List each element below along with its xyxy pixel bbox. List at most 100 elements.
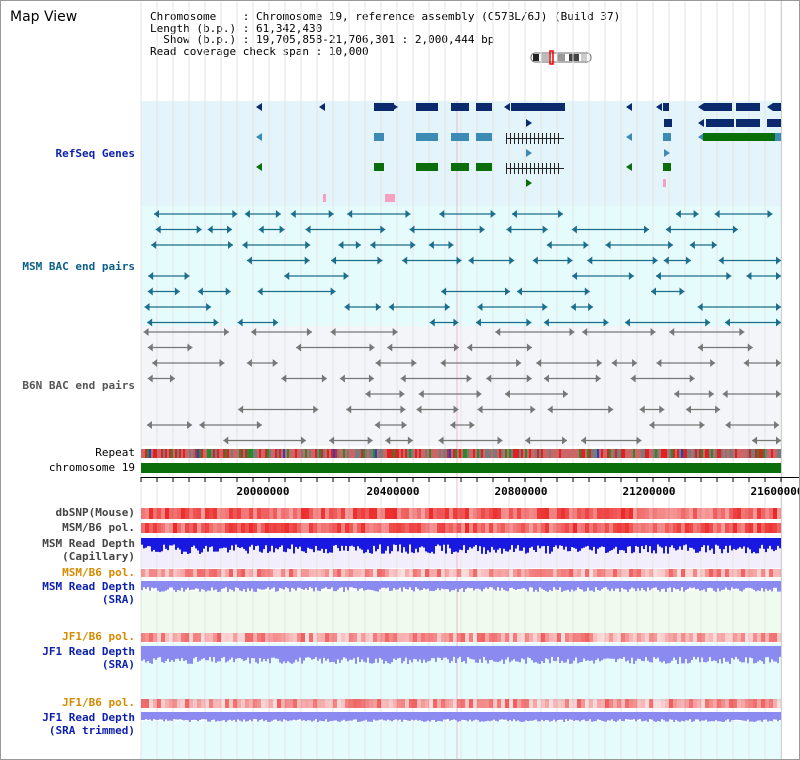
depth-bar	[729, 646, 731, 664]
bac-end-arrow	[251, 328, 257, 336]
depth-bar	[621, 646, 623, 659]
repeat-cell	[513, 449, 515, 458]
depth-bar	[653, 581, 655, 588]
depth-bar	[481, 646, 483, 663]
chromosome-ideogram[interactable]	[530, 50, 592, 65]
track-label-msm-bac[interactable]: MSM BAC end pairs	[22, 260, 135, 273]
depth-bar	[151, 538, 153, 552]
strip-cell	[229, 569, 233, 577]
strip-cell	[341, 569, 345, 577]
repeat-cell	[161, 449, 163, 458]
depth-bar	[513, 581, 515, 590]
bac-end-arrow	[275, 210, 281, 218]
strip-cell	[177, 523, 181, 533]
depth-bar	[495, 712, 497, 721]
depth-bar	[523, 646, 525, 660]
track-label-jf1-b6-pol-2[interactable]: JF1/B6 pol.	[62, 696, 135, 709]
track-label-jf1-depth-sra[interactable]: JF1 Read Depth (SRA)	[42, 645, 135, 671]
depth-bar	[161, 538, 163, 552]
depth-bar	[433, 581, 435, 592]
track-label-jf1-depth-trimmed[interactable]: JF1 Read Depth (SRA trimmed)	[42, 711, 135, 737]
strip-cell	[625, 569, 629, 577]
depth-bar	[519, 712, 521, 722]
strip-cell	[353, 569, 357, 577]
strip-cell	[205, 508, 209, 519]
strip-cell	[393, 523, 397, 533]
depth-bar	[731, 581, 733, 588]
track-label-msm-b6-pol-1[interactable]: MSM/B6 pol.	[62, 521, 135, 534]
repeat-cell	[753, 449, 755, 458]
track-label-msm-depth-capillary[interactable]: MSM Read Depth (Capillary)	[42, 537, 135, 563]
repeat-cell	[171, 449, 173, 458]
repeat-cell	[569, 449, 571, 458]
depth-bar	[375, 581, 377, 592]
depth-bar	[421, 538, 423, 547]
depth-bar	[261, 712, 263, 720]
repeat-cell	[615, 449, 617, 458]
depth-bar	[365, 538, 367, 553]
track-label-refseq[interactable]: RefSeq Genes	[55, 147, 135, 160]
repeat-cell	[707, 449, 709, 458]
depth-bar	[245, 712, 247, 722]
depth-bar	[439, 646, 441, 658]
depth-bar	[369, 646, 371, 664]
repeat-cell	[415, 449, 417, 458]
strip-cell	[385, 508, 389, 519]
repeat-cell	[535, 449, 537, 458]
strip-cell	[341, 699, 345, 708]
depth-bar	[669, 581, 671, 588]
bac-end-arrow	[689, 374, 695, 383]
repeat-cell	[221, 449, 223, 458]
depth-bar	[663, 581, 665, 589]
depth-bar	[445, 646, 447, 658]
strip-cell	[749, 633, 753, 642]
depth-bar	[555, 581, 557, 590]
bac-end-arrow	[582, 328, 588, 336]
track-label-b6n-bac[interactable]: B6N BAC end pairs	[22, 379, 135, 392]
strip-cell	[525, 633, 529, 642]
gene-exon	[476, 133, 492, 141]
depth-bar	[305, 538, 307, 553]
strip-cell	[633, 523, 637, 533]
depth-bar	[349, 538, 351, 547]
track-label-jf1-b6-pol-1[interactable]: JF1/B6 pol.	[62, 630, 135, 643]
strip-cell	[641, 699, 645, 708]
strip-cell	[177, 508, 181, 519]
bac-end-arrow	[199, 421, 205, 429]
depth-bar	[769, 646, 771, 663]
depth-bar	[643, 646, 645, 662]
depth-bar	[141, 581, 143, 591]
strip-cell	[433, 508, 437, 519]
repeat-cell	[649, 449, 651, 458]
depth-bar	[745, 712, 747, 721]
depth-bar	[181, 538, 183, 554]
track-label-msm-b6-pol-2[interactable]: MSM/B6 pol.	[62, 566, 135, 579]
depth-bar	[561, 646, 563, 661]
depth-bar	[287, 712, 289, 722]
repeat-cell	[173, 449, 175, 458]
repeat-cell	[327, 449, 329, 458]
depth-bar	[487, 538, 489, 551]
strip-cell	[193, 569, 197, 577]
repeat-cell	[597, 449, 599, 458]
track-label-dbsnp[interactable]: dbSNP(Mouse)	[55, 506, 135, 519]
bac-end-arrow	[143, 328, 149, 336]
strip-cell	[197, 523, 201, 533]
strip-cell	[653, 633, 657, 642]
bac-end-arrow	[776, 390, 781, 398]
depth-bar	[543, 712, 545, 722]
depth-bar	[643, 712, 645, 721]
depth-bar	[199, 646, 201, 661]
depth-bar	[617, 538, 619, 554]
depth-bar	[357, 646, 359, 658]
strip-cell	[209, 699, 213, 708]
bac-end-arrow	[776, 436, 781, 445]
depth-bar	[229, 712, 231, 720]
strip-cell	[465, 569, 469, 577]
depth-bar	[729, 538, 731, 546]
depth-bar	[359, 538, 361, 549]
track-label-msm-depth-sra[interactable]: MSM Read Depth (SRA)	[42, 580, 135, 606]
depth-bar	[597, 712, 599, 720]
depth-bar	[761, 712, 763, 722]
depth-bar	[333, 712, 335, 721]
